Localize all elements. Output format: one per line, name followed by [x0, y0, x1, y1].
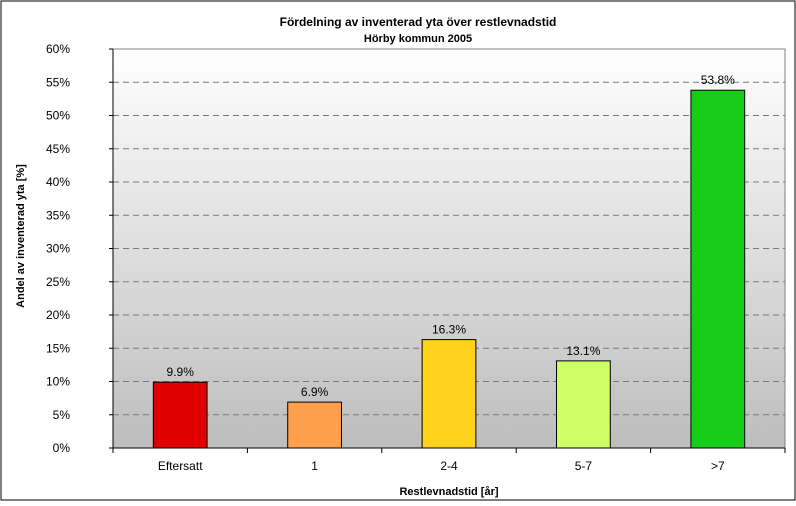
chart-title: Fördelning av inventerad yta över restle…: [280, 15, 557, 29]
bar: [421, 339, 477, 449]
x-tick-label: 2-4: [440, 459, 458, 473]
y-tick-label: 60%: [46, 42, 70, 56]
y-tick-label: 20%: [46, 308, 70, 322]
bar: [152, 381, 208, 449]
y-tick-label: 15%: [46, 341, 70, 355]
chart-subtitle: Hörby kommun 2005: [364, 33, 472, 45]
data-label: 53.8%: [701, 73, 735, 87]
data-label: 16.3%: [432, 323, 466, 337]
y-tick-label: 30%: [46, 242, 70, 256]
x-tick-label: 5-7: [575, 459, 593, 473]
y-tick-label: 25%: [46, 275, 70, 289]
y-tick-label: 10%: [46, 375, 70, 389]
y-tick-label: 5%: [53, 408, 71, 422]
data-label: 6.9%: [301, 385, 329, 399]
bar: [556, 360, 611, 449]
y-tick-label: 40%: [46, 175, 70, 189]
y-tick-label: 45%: [46, 142, 70, 156]
y-tick-label: 0%: [53, 441, 71, 455]
bar: [287, 401, 342, 449]
x-tick-label: >7: [711, 459, 725, 473]
y-tick-label: 50%: [46, 109, 70, 123]
x-axis-ticks: Eftersatt 1 2-4 5-7 >7: [112, 447, 786, 473]
data-label: 9.9%: [167, 365, 195, 379]
y-tick-label: 35%: [46, 208, 70, 222]
y-axis-ticks: 0% 5% 10% 15% 20% 25% 30% 35% 40% 45% 50% 55% 60%: [46, 42, 114, 455]
bar: [690, 89, 746, 449]
y-axis-title: Andel av inventerad yta [%]: [15, 164, 27, 308]
x-axis-title: Restlevnadstid [år]: [399, 486, 498, 498]
y-tick-label: 55%: [46, 75, 70, 89]
x-tick-label: Eftersatt: [158, 459, 203, 473]
data-label: 13.1%: [566, 344, 600, 358]
x-tick-label: 1: [311, 459, 318, 473]
